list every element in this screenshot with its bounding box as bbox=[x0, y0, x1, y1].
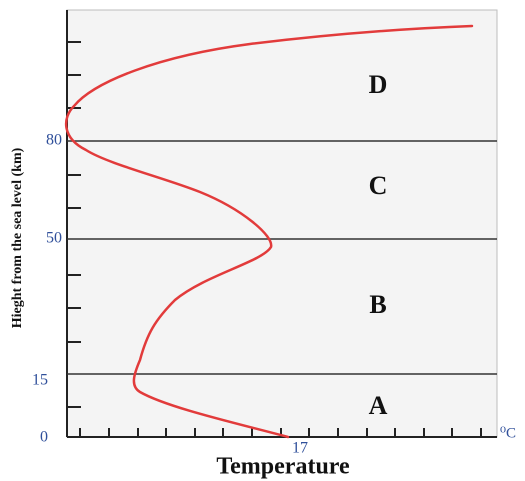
layer-label-a: A bbox=[369, 391, 388, 420]
x-axis-ticks bbox=[79, 428, 482, 437]
x-axis-title: Temperature bbox=[216, 454, 350, 480]
y-tick-label-0: 0 bbox=[40, 429, 48, 446]
temperature-curve bbox=[64, 24, 474, 439]
y-tick-label-50: 50 bbox=[46, 230, 62, 247]
x-unit-label: ⁰C bbox=[500, 425, 516, 441]
layer-label-c: C bbox=[369, 171, 388, 200]
y-tick-label-80: 80 bbox=[46, 132, 62, 149]
layer-label-b: B bbox=[369, 290, 386, 319]
x-tick-label-17: 17 bbox=[292, 440, 308, 457]
y-axis-ticks bbox=[67, 41, 81, 408]
diagram-panel bbox=[66, 9, 498, 438]
layer-label-d: D bbox=[369, 70, 388, 99]
y-tick-label-15: 15 bbox=[32, 372, 48, 389]
y-axis-title: Hieght from the sea level (km) bbox=[10, 147, 25, 328]
